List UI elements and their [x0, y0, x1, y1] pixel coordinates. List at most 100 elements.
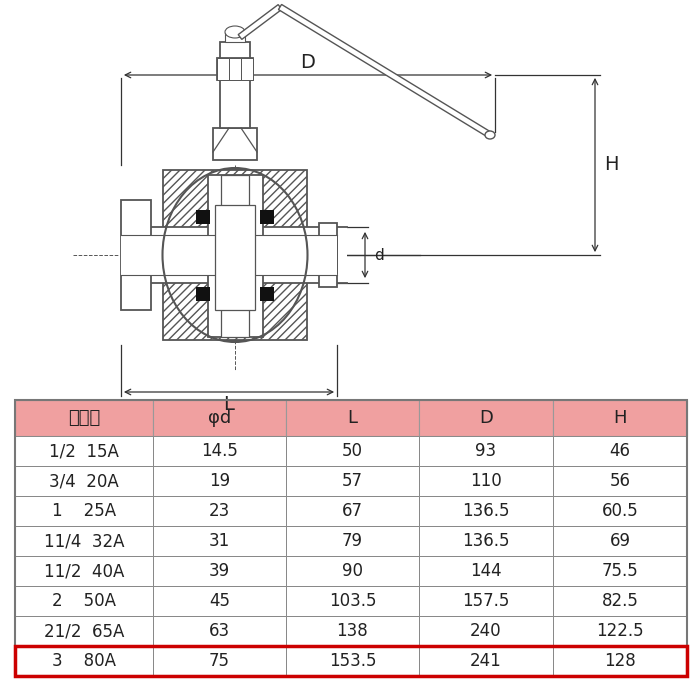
- Bar: [153, 586, 286, 616]
- Bar: [163, 170, 307, 255]
- Ellipse shape: [163, 169, 307, 341]
- Bar: [286, 436, 419, 466]
- Text: D: D: [300, 53, 316, 73]
- Text: 50: 50: [342, 442, 363, 460]
- Bar: [153, 646, 286, 676]
- Bar: [121, 235, 337, 275]
- Bar: [553, 466, 687, 496]
- Text: 90: 90: [342, 562, 363, 580]
- Bar: [153, 616, 286, 646]
- Bar: [15, 646, 153, 676]
- Bar: [319, 237, 337, 273]
- Bar: [553, 586, 687, 616]
- Bar: [153, 436, 286, 466]
- Text: 56: 56: [610, 472, 631, 490]
- Bar: [260, 210, 274, 224]
- Bar: [419, 466, 553, 496]
- Text: 23: 23: [209, 502, 230, 520]
- Bar: [419, 616, 553, 646]
- Text: 240: 240: [470, 622, 502, 640]
- Text: 67: 67: [342, 502, 363, 520]
- Polygon shape: [238, 5, 282, 39]
- Text: 3/4  20A: 3/4 20A: [49, 472, 119, 490]
- Bar: [215, 205, 255, 310]
- Text: 1/2  15A: 1/2 15A: [49, 442, 119, 460]
- Bar: [286, 526, 419, 556]
- Bar: [286, 646, 419, 676]
- Text: L: L: [223, 395, 235, 414]
- Bar: [419, 646, 553, 676]
- Bar: [217, 58, 229, 80]
- Text: 103.5: 103.5: [329, 592, 377, 610]
- Bar: [225, 32, 245, 42]
- Bar: [241, 58, 253, 80]
- Bar: [220, 42, 250, 58]
- Text: L: L: [347, 409, 358, 427]
- Bar: [319, 223, 337, 287]
- Text: サイズ: サイズ: [68, 409, 100, 427]
- Bar: [286, 616, 419, 646]
- Text: H: H: [613, 409, 626, 427]
- Bar: [553, 646, 687, 676]
- Bar: [153, 400, 286, 436]
- Bar: [220, 80, 250, 128]
- Bar: [15, 400, 153, 436]
- Bar: [419, 400, 553, 436]
- Text: 63: 63: [209, 622, 230, 640]
- Bar: [15, 586, 153, 616]
- Text: D: D: [479, 409, 493, 427]
- Bar: [15, 436, 153, 466]
- Text: 57: 57: [342, 472, 363, 490]
- Text: 93: 93: [475, 442, 496, 460]
- Bar: [196, 210, 210, 224]
- Bar: [153, 496, 286, 526]
- Bar: [15, 496, 153, 526]
- Text: 79: 79: [342, 532, 363, 550]
- Text: 241: 241: [470, 652, 502, 670]
- Bar: [163, 255, 307, 340]
- Bar: [15, 400, 687, 676]
- Ellipse shape: [485, 131, 495, 139]
- Text: 110: 110: [470, 472, 502, 490]
- Bar: [208, 175, 263, 337]
- Text: 75: 75: [209, 652, 230, 670]
- Text: 153.5: 153.5: [329, 652, 377, 670]
- Bar: [419, 496, 553, 526]
- Bar: [286, 556, 419, 586]
- Bar: [153, 466, 286, 496]
- Bar: [286, 400, 419, 436]
- Bar: [553, 526, 687, 556]
- Bar: [221, 175, 249, 337]
- Text: 11/4  32A: 11/4 32A: [43, 532, 125, 550]
- Text: 2    50A: 2 50A: [52, 592, 116, 610]
- Bar: [419, 556, 553, 586]
- Bar: [286, 496, 419, 526]
- Text: 11/2  40A: 11/2 40A: [44, 562, 124, 580]
- Bar: [15, 526, 153, 556]
- Text: 138: 138: [337, 622, 368, 640]
- Bar: [553, 496, 687, 526]
- Text: 75.5: 75.5: [601, 562, 638, 580]
- Text: 128: 128: [604, 652, 636, 670]
- Bar: [15, 646, 687, 676]
- Bar: [15, 616, 153, 646]
- Bar: [213, 128, 257, 160]
- Ellipse shape: [225, 26, 245, 38]
- Bar: [15, 466, 153, 496]
- Bar: [419, 436, 553, 466]
- Text: 3    80A: 3 80A: [52, 652, 116, 670]
- Bar: [153, 526, 286, 556]
- Text: 122.5: 122.5: [596, 622, 644, 640]
- Text: 82.5: 82.5: [601, 592, 638, 610]
- Text: 1    25A: 1 25A: [52, 502, 116, 520]
- Bar: [15, 556, 153, 586]
- Polygon shape: [279, 4, 491, 138]
- Text: d: d: [374, 248, 384, 262]
- Bar: [260, 287, 274, 301]
- Bar: [153, 556, 286, 586]
- Text: H: H: [603, 155, 618, 174]
- Bar: [419, 526, 553, 556]
- Text: 157.5: 157.5: [462, 592, 510, 610]
- Text: 31: 31: [209, 532, 230, 550]
- Text: 60.5: 60.5: [601, 502, 638, 520]
